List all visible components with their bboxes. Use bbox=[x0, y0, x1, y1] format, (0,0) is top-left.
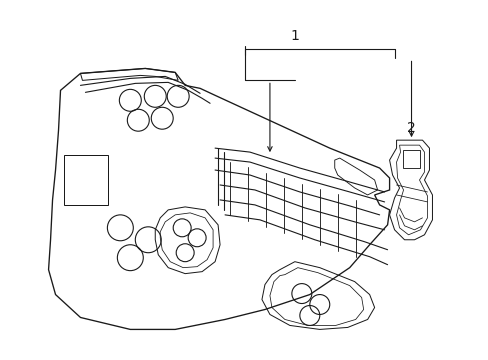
Text: 1: 1 bbox=[290, 28, 299, 42]
Text: 2: 2 bbox=[407, 121, 415, 135]
